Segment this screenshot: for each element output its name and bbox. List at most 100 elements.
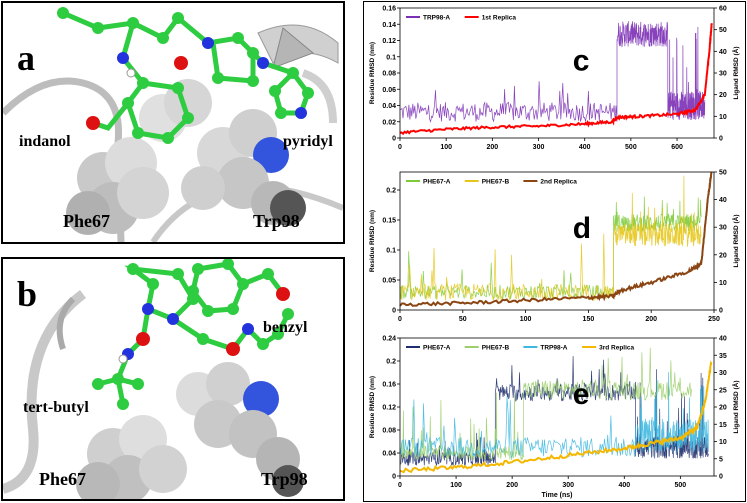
legend-label: PHE67-A [423, 179, 451, 186]
legend-label: TRP98-A [540, 345, 567, 352]
y-axis-label: Residue RMSD (nm) [369, 210, 376, 272]
y-right-axis-label: Ligand RMSD (Å) [731, 214, 740, 267]
series-line-trp98-a [399, 21, 706, 123]
y-tick-label: 0.02 [382, 119, 396, 126]
y-right-tick-label: 35 [719, 353, 727, 360]
legend-label: PHE67-B [482, 345, 510, 352]
phe67-spheres [76, 415, 187, 499]
x-tick-label: 400 [618, 482, 630, 489]
y-axis-label: Residue RMSD (nm) [369, 376, 376, 438]
x-tick-label: 250 [708, 316, 720, 323]
structure-panel-b: b benzyl tert-butyl Phe67 Trp98 [1, 257, 345, 501]
label-pyridyl: pyridyl [283, 133, 333, 150]
y-right-tick-label: 15 [719, 422, 727, 429]
y-right-axis-label: Ligand RMSD (Å) [731, 380, 740, 433]
chart-d: 0 50 100 150 200 25000.050.10.150.20102030405… [369, 170, 740, 324]
y-right-tick-label: 50 [719, 27, 727, 34]
y-right-tick-label: 10 [719, 280, 727, 287]
x-tick-label: 200 [487, 144, 499, 151]
structure-image-a [3, 7, 343, 242]
structure-panel-a: a indanol pyridyl Phe67 Trp98 [1, 1, 345, 244]
x-tick-label: 50 [459, 316, 467, 323]
panel-letter-e: e [573, 378, 590, 411]
label-benzyl: benzyl [263, 319, 308, 336]
protein-ribbon [301, 69, 337, 124]
series-line-1st-replica [399, 23, 713, 136]
legend-label: 1st Replica [482, 15, 517, 22]
y-tick-label: 0.16 [382, 6, 396, 13]
y-right-tick-label: 30 [719, 370, 727, 377]
x-tick-label: 200 [506, 482, 518, 489]
rmsd-charts: 0 100 200 300 400 500 60000.020.040.060.080.10… [369, 6, 740, 500]
x-tick-label: 0 [398, 482, 402, 489]
y-right-tick-label: 40 [719, 197, 727, 204]
x-tick-label: 400 [579, 144, 591, 151]
series-line-phe67-a [399, 196, 702, 301]
series-line-phe67-b [399, 347, 692, 461]
series-line-phe67-b [399, 175, 702, 302]
x-tick-label: 300 [562, 482, 574, 489]
y-right-tick-label: 0 [719, 136, 723, 143]
y-right-tick-label: 40 [719, 336, 727, 343]
y-right-tick-label: 10 [719, 114, 727, 121]
protein-ribbon [56, 296, 76, 350]
y-tick-label: 0.06 [382, 87, 396, 94]
label-indanol: indanol [19, 133, 71, 150]
x-tick-label: 500 [625, 144, 637, 151]
x-tick-label: 200 [645, 316, 657, 323]
series-line-trp98-a [399, 372, 709, 459]
chart-e: 0 100 200 300 400 50000.040.080.120.160.20.24… [369, 336, 740, 500]
x-tick-label: 100 [440, 144, 452, 151]
y-tick-label: 0.04 [382, 451, 396, 458]
y-tick-label: 0.2 [386, 359, 396, 366]
trp98-spheres [176, 362, 304, 497]
x-tick-label: 150 [583, 316, 595, 323]
y-right-axis-label: Ligand RMSD (Å) [731, 46, 740, 99]
x-tick-label: 100 [520, 316, 532, 323]
legend-label: PHE67-B [482, 179, 510, 186]
panel-letter-d: d [573, 212, 591, 245]
series-line-2nd-replica [399, 171, 713, 307]
y-tick-label: 0.05 [382, 278, 396, 285]
y-tick-label: 0.16 [382, 382, 396, 389]
y-right-tick-label: 5 [719, 456, 723, 463]
rmsd-charts-frame: 0 100 200 300 400 500 600 0 0.02 0.04 0.06 0.08 0.1 0… [363, 1, 746, 502]
y-right-tick-label: 0 [719, 308, 723, 315]
y-right-tick-label: 20 [719, 252, 727, 259]
y-tick-label: 0.08 [382, 71, 396, 78]
y-right-tick-label: 60 [719, 6, 727, 13]
legend-label: TRP98-A [423, 15, 450, 22]
x-axis-label: Time (ns) [542, 492, 573, 499]
y-tick-label: 0.12 [382, 38, 396, 45]
y-tick-label: 0.1 [386, 54, 396, 61]
panel-letter-a: a [17, 38, 35, 78]
y-tick-label: 0.14 [382, 22, 396, 29]
legend-label: 3rd Replica [599, 345, 634, 352]
y-tick-label: 0.24 [382, 336, 396, 343]
label-phe67: Phe67 [63, 211, 110, 231]
y-right-tick-label: 0 [719, 474, 723, 481]
x-tick-label: 0 [398, 316, 402, 323]
y-tick-label: 0.2 [386, 188, 396, 195]
protein-ribbon [3, 77, 125, 242]
y-tick-label: 0.1 [386, 248, 396, 255]
label-trp98: Trp98 [261, 469, 308, 489]
label-trp98: Trp98 [253, 211, 300, 231]
series-line-3rd-replica [399, 360, 713, 474]
protein-ribbon-arrow [272, 27, 314, 69]
y-right-tick-label: 20 [719, 405, 727, 412]
ligand-atoms [57, 7, 314, 144]
y-tick-label: 0.15 [382, 218, 396, 225]
x-tick-label: 300 [533, 144, 545, 151]
y-axis-label: Residue RMSD (nm) [369, 42, 376, 104]
chart-c: 0 100 200 300 400 500 60000.020.040.060.080.10… [369, 6, 740, 152]
y-tick-label: 0 [392, 136, 396, 143]
protein-ribbon [3, 290, 87, 494]
y-right-tick-label: 10 [719, 439, 727, 446]
y-tick-label: 0.12 [382, 405, 396, 412]
panel-letter-b: b [17, 274, 38, 314]
x-tick-label: 600 [671, 144, 683, 151]
label-phe67: Phe67 [39, 469, 86, 489]
legend-label: 2nd Replica [540, 179, 577, 186]
x-tick-label: 0 [398, 144, 402, 151]
